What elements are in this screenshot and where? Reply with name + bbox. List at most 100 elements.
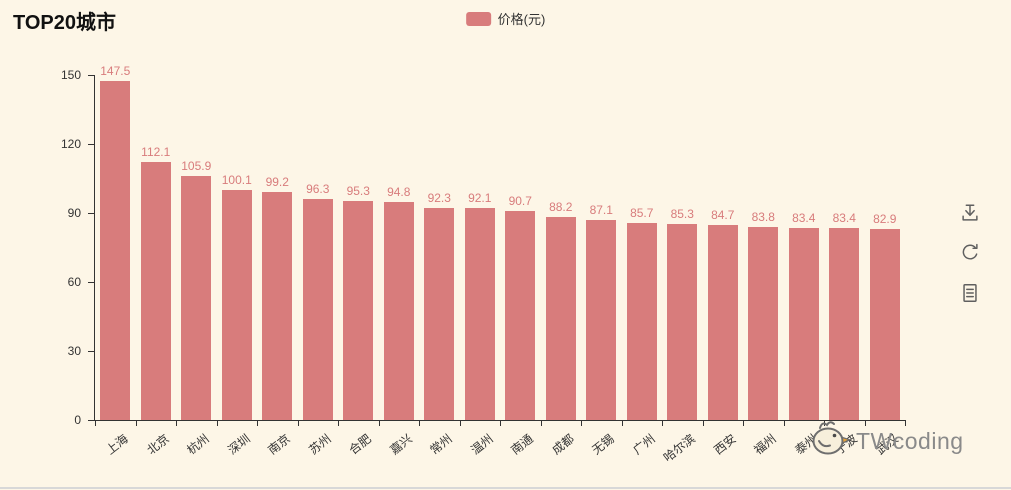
bar[interactable] xyxy=(545,217,576,420)
y-axis-tick xyxy=(88,144,94,145)
bar-value-label: 88.2 xyxy=(549,200,573,215)
bar[interactable] xyxy=(221,189,252,420)
watermark-text: TWcoding xyxy=(856,428,964,454)
y-axis-tick xyxy=(88,420,94,421)
bar[interactable] xyxy=(505,211,536,420)
x-axis-label: 温州 xyxy=(468,431,496,458)
x-axis-label: 成都 xyxy=(549,431,577,458)
data-view-icon[interactable] xyxy=(959,282,981,304)
y-axis-label: 0 xyxy=(74,413,81,427)
x-axis-label: 常州 xyxy=(427,431,456,458)
x-axis-label: 杭州 xyxy=(184,431,213,458)
x-axis-tick xyxy=(257,420,258,426)
x-axis-tick xyxy=(176,420,177,426)
x-axis-tick xyxy=(338,420,339,426)
bar[interactable] xyxy=(829,228,860,420)
x-axis-tick xyxy=(702,420,704,426)
x-axis-tick xyxy=(378,420,380,426)
bar[interactable] xyxy=(343,200,374,420)
x-axis-tick xyxy=(419,420,420,426)
bar[interactable] xyxy=(424,207,455,420)
bar[interactable] xyxy=(707,225,738,420)
x-axis-tick xyxy=(95,420,96,426)
bar[interactable] xyxy=(748,227,779,420)
x-axis-tick xyxy=(662,420,663,426)
legend-label: 价格(元) xyxy=(497,12,546,27)
x-axis-tick xyxy=(743,420,744,426)
bar-value-label: 100.1 xyxy=(221,172,252,187)
y-axis-tick xyxy=(88,282,94,283)
y-axis-label: 60 xyxy=(67,275,81,289)
x-axis-tick xyxy=(621,420,623,426)
y-axis-line xyxy=(94,75,95,421)
bar-value-label: 94.8 xyxy=(387,184,411,199)
x-axis-label: 苏州 xyxy=(306,431,334,458)
bar[interactable] xyxy=(788,228,819,420)
x-axis-tick xyxy=(540,420,542,426)
x-axis-label: 广州 xyxy=(630,431,658,458)
bar[interactable] xyxy=(302,198,333,420)
x-axis-tick xyxy=(135,420,137,426)
y-axis-tick xyxy=(88,75,94,76)
x-axis-tick xyxy=(783,420,785,426)
x-axis-tick xyxy=(500,420,501,426)
y-axis-label: 30 xyxy=(67,344,81,358)
x-axis-label: 哈尔滨 xyxy=(661,431,699,465)
y-axis-tick xyxy=(88,213,94,214)
bar[interactable] xyxy=(181,176,212,420)
bar-value-label: 82.9 xyxy=(873,212,897,227)
bar-value-label: 83.8 xyxy=(751,210,775,225)
y-axis-label: 120 xyxy=(60,137,81,151)
bar-value-label: 83.4 xyxy=(832,211,856,226)
bar-value-label: 85.3 xyxy=(670,206,694,221)
x-axis-label: 南通 xyxy=(508,431,537,458)
x-axis-tick xyxy=(459,420,461,426)
x-axis-label: 南京 xyxy=(265,431,294,458)
bar-value-label: 90.7 xyxy=(508,194,532,209)
x-axis-tick xyxy=(905,420,906,426)
bar-value-label: 112.1 xyxy=(141,145,171,160)
legend-swatch xyxy=(465,11,491,26)
bar-value-label: 87.1 xyxy=(589,202,613,217)
bar-value-label: 83.4 xyxy=(792,211,816,226)
x-axis-tick xyxy=(297,420,299,426)
chick-logo-icon xyxy=(806,420,852,463)
bar[interactable] xyxy=(626,222,657,420)
bar-value-label: 105.9 xyxy=(181,159,212,174)
bar[interactable] xyxy=(262,191,293,420)
legend-item-price[interactable]: 价格(元) xyxy=(465,9,546,28)
bar[interactable] xyxy=(586,219,617,420)
x-axis-tick xyxy=(581,420,582,426)
x-axis-label: 西安 xyxy=(711,431,739,458)
save-image-icon[interactable] xyxy=(959,202,981,224)
bar-value-label: 85.7 xyxy=(630,205,654,220)
bottom-divider xyxy=(0,487,1011,489)
watermark: TWcoding xyxy=(806,420,964,463)
bar[interactable] xyxy=(140,162,171,420)
y-axis-tick xyxy=(88,351,94,352)
x-axis-label: 合肥 xyxy=(346,431,375,458)
bar-value-label: 92.3 xyxy=(427,190,451,205)
bar[interactable] xyxy=(100,80,131,420)
x-axis-label: 无锡 xyxy=(589,431,618,458)
bar-value-label: 95.3 xyxy=(346,183,370,198)
bar[interactable] xyxy=(667,223,698,420)
restore-icon[interactable] xyxy=(959,242,981,264)
bar[interactable] xyxy=(383,201,414,420)
bar-value-label: 96.3 xyxy=(306,181,330,196)
y-axis-label: 90 xyxy=(67,206,81,220)
bar[interactable] xyxy=(464,208,495,420)
x-axis-label: 北京 xyxy=(144,431,172,458)
x-axis-label: 嘉兴 xyxy=(387,431,415,458)
toolbox xyxy=(959,202,981,304)
x-axis-label: 深圳 xyxy=(225,431,253,458)
y-axis-label: 150 xyxy=(60,68,81,82)
x-axis-tick xyxy=(864,420,866,426)
x-axis-tick xyxy=(216,420,218,426)
bar-value-label: 92.1 xyxy=(468,191,492,206)
bar-value-label: 147.5 xyxy=(100,63,131,78)
bar[interactable] xyxy=(869,229,900,420)
chart-title: TOP20城市 xyxy=(13,12,116,34)
bar-value-label: 84.7 xyxy=(711,208,735,223)
